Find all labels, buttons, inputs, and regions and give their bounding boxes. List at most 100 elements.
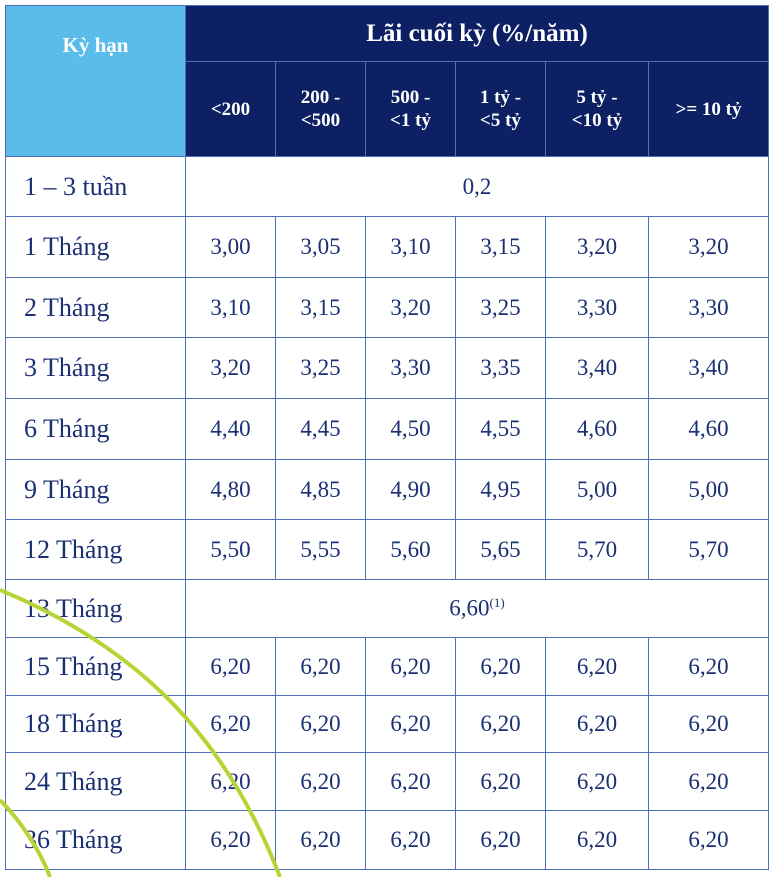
cell-value: 6,20	[545, 695, 649, 753]
cell-value: 6,20	[365, 810, 456, 870]
column-header-line: <500	[300, 110, 341, 131]
cell-value: 3,00	[185, 216, 276, 278]
cell-value: 6,60	[449, 595, 490, 621]
cell-value: 6,20	[545, 752, 649, 811]
column-header-line: <5 tỷ	[480, 110, 521, 131]
cell-value: 6,20	[275, 637, 366, 696]
table-row: 36 Tháng 6,20 6,20 6,20 6,20 6,20 6,20	[5, 810, 769, 870]
cell-value: 3,10	[185, 277, 276, 338]
column-header-line: 200 -	[300, 87, 341, 108]
column-header: 200 - <500	[275, 61, 366, 157]
cell-value: 4,90	[365, 459, 456, 520]
cell-value: 6,20	[365, 637, 456, 696]
cell-value: 4,95	[455, 459, 546, 520]
rate-table: Kỳ hạn Lãi cuối kỳ (%/năm) <200 200 - <500…	[5, 5, 769, 870]
cell-value: 4,55	[455, 398, 546, 460]
row-label: 36 Tháng	[5, 810, 186, 870]
column-header: 1 tỷ - <5 tỷ	[455, 61, 546, 157]
table-body: 1 – 3 tuần 0,2 1 Tháng 3,00 3,05 3,10 3,15 3,20…	[5, 156, 769, 870]
cell-value: 6,20	[275, 810, 366, 870]
cell-value: 3,20	[648, 216, 769, 278]
table-row: 24 Tháng 6,20 6,20 6,20 6,20 6,20 6,20	[5, 752, 769, 811]
cell-value: 3,25	[275, 337, 366, 399]
column-header: <200	[185, 61, 276, 157]
table-header: Kỳ hạn Lãi cuối kỳ (%/năm) <200 200 - <500…	[5, 5, 769, 157]
cell-value: 3,15	[455, 216, 546, 278]
column-header-line: <200	[210, 98, 251, 120]
cell-value: 6,20	[648, 637, 769, 696]
cell-value: 4,85	[275, 459, 366, 520]
column-header-line: <10 tỷ	[571, 110, 623, 131]
cell-value: 3,35	[455, 337, 546, 399]
row-label: 6 Tháng	[5, 398, 186, 460]
cell-value: 5,50	[185, 519, 276, 580]
column-header-row: <200 200 - <500 500 - <1 tỷ 1 tỷ - <5 tỷ 5 tỷ -…	[6, 61, 769, 157]
cell-value: 5,00	[545, 459, 649, 520]
cell-value: 4,60	[648, 398, 769, 460]
cell-value: 3,20	[545, 216, 649, 278]
table-row: 12 Tháng 5,50 5,55 5,60 5,65 5,70 5,70	[5, 519, 769, 580]
column-header: 500 - <1 tỷ	[365, 61, 456, 157]
table-row: 2 Tháng 3,10 3,15 3,20 3,25 3,30 3,30	[5, 277, 769, 338]
cell-value: 5,70	[545, 519, 649, 580]
cell-value: 0,2	[462, 173, 492, 199]
row-label: 24 Tháng	[5, 752, 186, 811]
cell-value: 3,30	[648, 277, 769, 338]
cell-value: 4,45	[275, 398, 366, 460]
cell-value: 5,65	[455, 519, 546, 580]
table-row: 6 Tháng 4,40 4,45 4,50 4,55 4,60 4,60	[5, 398, 769, 460]
cell-value: 5,70	[648, 519, 769, 580]
column-header-line: >= 10 tỷ	[675, 98, 742, 120]
row-label: 18 Tháng	[5, 695, 186, 753]
cell-value: 6,20	[275, 752, 366, 811]
column-header: 5 tỷ - <10 tỷ	[545, 61, 649, 157]
header-row: Kỳ hạn Lãi cuối kỳ (%/năm)	[5, 5, 769, 157]
footnote-mark: (1)	[489, 595, 505, 611]
cell-value: 5,00	[648, 459, 769, 520]
table-row: 15 Tháng 6,20 6,20 6,20 6,20 6,20 6,20	[5, 637, 769, 696]
cell-value: 6,20	[545, 810, 649, 870]
cell-value: 6,20	[365, 752, 456, 811]
column-header-line: 500 -	[390, 87, 431, 108]
row-label: 1 – 3 tuần	[5, 156, 186, 217]
row-label: 1 Tháng	[5, 216, 186, 278]
cell-value: 6,20	[455, 637, 546, 696]
cell-value: 6,20	[275, 695, 366, 753]
cell-value: 3,05	[275, 216, 366, 278]
row-label: 12 Tháng	[5, 519, 186, 580]
cell-value: 5,60	[365, 519, 456, 580]
cell-value: 6,20	[185, 695, 276, 753]
table-row: 13 Tháng 6,60(1)	[5, 579, 769, 638]
group-header: Lãi cuối kỳ (%/năm)	[185, 5, 769, 62]
cell-value: 3,15	[275, 277, 366, 338]
cell-value: 6,20	[455, 752, 546, 811]
cell-value: 4,60	[545, 398, 649, 460]
cell-value: 4,50	[365, 398, 456, 460]
row-label: 13 Tháng	[5, 579, 186, 638]
row-label: 9 Tháng	[5, 459, 186, 520]
column-header-line: <1 tỷ	[390, 110, 431, 131]
merged-cell: 6,60(1)	[185, 579, 769, 638]
cell-value: 6,20	[648, 810, 769, 870]
cell-value: 6,20	[365, 695, 456, 753]
cell-value: 5,55	[275, 519, 366, 580]
table-row: 18 Tháng 6,20 6,20 6,20 6,20 6,20 6,20	[5, 695, 769, 753]
cell-value: 6,20	[185, 752, 276, 811]
cell-value: 3,25	[455, 277, 546, 338]
cell-value: 3,20	[185, 337, 276, 399]
cell-value: 6,20	[455, 810, 546, 870]
table-row: 1 Tháng 3,00 3,05 3,10 3,15 3,20 3,20	[5, 216, 769, 278]
cell-value: 6,20	[455, 695, 546, 753]
term-header: Kỳ hạn	[5, 5, 186, 157]
cell-value: 6,20	[185, 637, 276, 696]
column-header: >= 10 tỷ	[648, 61, 769, 157]
cell-value: 3,40	[545, 337, 649, 399]
cell-value: 3,40	[648, 337, 769, 399]
row-label: 15 Tháng	[5, 637, 186, 696]
cell-value: 4,80	[185, 459, 276, 520]
cell-value: 6,20	[648, 752, 769, 811]
table-row: 1 – 3 tuần 0,2	[5, 156, 769, 217]
row-label: 2 Tháng	[5, 277, 186, 338]
cell-value: 4,40	[185, 398, 276, 460]
cell-value: 3,30	[545, 277, 649, 338]
